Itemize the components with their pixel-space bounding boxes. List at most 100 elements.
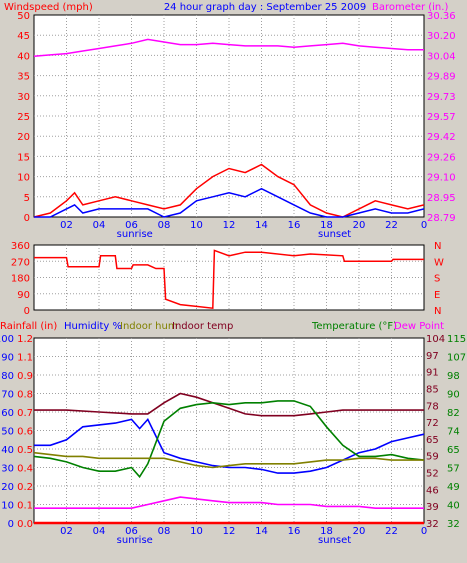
wind-left-tick-label: 30	[17, 92, 30, 103]
climate-x-tick-label: 06	[125, 526, 138, 537]
left-axis-label-wind: Windspeed (mph)	[4, 2, 93, 13]
label-temperature: Temperature (°F)	[311, 321, 397, 332]
rain-left-tick-label: 0.8	[17, 390, 33, 401]
indoor-right-tick-label: 59	[426, 452, 439, 463]
climate-sunset-label: sunset	[318, 535, 351, 546]
baro-right-tick-label: 28.95	[427, 193, 456, 204]
wind-x-tick-label: 20	[353, 220, 366, 231]
indoor-right-tick-label: 72	[426, 418, 439, 429]
wind-left-tick-label: 35	[17, 72, 30, 83]
wind-barometer-panel: 5045403530252015105030.3630.2030.0429.89…	[17, 11, 455, 240]
temperature-right-tick-label: 90	[447, 390, 460, 401]
baro-right-tick-label: 29.57	[427, 112, 456, 123]
direction-right-tick-label: E	[434, 290, 440, 301]
humidity-left-tick-label: 80	[1, 371, 14, 382]
climate-x-tick-label: 16	[288, 526, 301, 537]
indoor-right-tick-label: 97	[426, 351, 439, 362]
direction-left-tick-label: 90	[17, 290, 30, 301]
humidity-left-tick-label: 20	[1, 482, 14, 493]
temperature-right-tick-label: 98	[447, 371, 460, 382]
wind-x-tick-label: 16	[288, 220, 301, 231]
temperature-right-tick-label: 40	[447, 501, 460, 512]
right-axis-label-barometer: Barometer (in.)	[372, 2, 448, 13]
indoor-right-tick-label: 46	[426, 485, 439, 496]
humidity-left-tick-label: 10	[1, 501, 14, 512]
temperature-right-tick-label: 82	[447, 408, 460, 419]
climate-x-tick-label: 22	[385, 526, 398, 537]
humidity-left-tick-label: 40	[1, 445, 14, 456]
baro-right-tick-label: 29.26	[427, 152, 456, 163]
chart-title: 24 hour graph day : September 25 2009	[164, 2, 366, 13]
wind-sunrise-label: sunrise	[117, 229, 153, 240]
climate-x-tick-label: 12	[223, 526, 236, 537]
label-indoor-hum: Indoor hum	[120, 321, 178, 332]
rain-left-tick-label: 0.7	[17, 408, 33, 419]
baro-right-tick-label: 29.42	[427, 132, 456, 143]
temperature-right-tick-label: 107	[447, 353, 466, 364]
temperature-right-tick-label: 57	[447, 464, 460, 475]
wind-left-tick-label: 40	[17, 51, 30, 62]
wind-x-tick-label: 18	[320, 220, 333, 231]
humidity-left-tick-label: 70	[1, 390, 14, 401]
humidity-left-tick-label: 30	[1, 464, 14, 475]
rain-left-tick-label: 0.5	[17, 445, 33, 456]
direction-left-tick-label: 270	[11, 257, 30, 268]
wind-left-tick-label: 0	[24, 213, 30, 224]
series-line-wind-average	[34, 187, 425, 218]
climate-x-tick-label: 02	[60, 526, 73, 537]
wind-left-tick-label: 15	[17, 152, 30, 163]
series-line-wind-gust	[33, 163, 425, 218]
wind-left-tick-label: 50	[17, 11, 30, 22]
direction-right-tick-label: N	[434, 306, 441, 317]
wind-x-tick-label: 04	[93, 220, 106, 231]
direction-right-tick-label: W	[434, 257, 444, 268]
indoor-right-tick-label: 85	[426, 384, 439, 395]
temperature-right-tick-label: 32	[447, 519, 460, 530]
wind-left-tick-label: 25	[17, 112, 30, 123]
baro-right-tick-label: 29.10	[427, 173, 456, 184]
wind-sunset-label: sunset	[318, 229, 351, 240]
wind-x-tick-label: 02	[60, 220, 73, 231]
indoor-right-tick-label: 104	[426, 334, 445, 345]
series-line-barometer	[33, 38, 424, 57]
wind-x-tick-label: 10	[190, 220, 203, 231]
climate-x-tick-label: 10	[190, 526, 203, 537]
label-dew-point: Dew Point	[394, 321, 444, 332]
temperature-right-tick-label: 115	[447, 334, 466, 345]
wind-x-tick-label: 0	[421, 220, 427, 231]
humidity-left-tick-label: 50	[1, 427, 14, 438]
wind-x-tick-label: 14	[255, 220, 268, 231]
rain-humidity-temperature-panel: 10090807060504030201001.21.10.90.80.70.6…	[0, 334, 466, 546]
series-line-wind-direction	[34, 249, 424, 310]
climate-sunrise-label: sunrise	[117, 535, 153, 546]
baro-right-tick-label: 29.89	[427, 72, 456, 83]
series-line-indoor-hum	[33, 451, 424, 469]
direction-right-tick-label: N	[434, 241, 441, 252]
climate-x-tick-label: 0	[421, 526, 427, 537]
series-line-temperature-f-	[33, 400, 425, 479]
wind-x-tick-label: 12	[223, 220, 236, 231]
indoor-right-tick-label: 65	[426, 435, 439, 446]
baro-right-tick-label: 30.04	[427, 51, 456, 62]
humidity-left-tick-label: 100	[0, 334, 14, 345]
rain-left-tick-label: 0.1	[17, 501, 33, 512]
rain-left-tick-label: 0.9	[17, 371, 33, 382]
rain-left-tick-label: 0.0	[17, 519, 33, 530]
wind-left-tick-label: 5	[24, 193, 30, 204]
climate-x-tick-label: 20	[353, 526, 366, 537]
series-line-dew-point	[34, 496, 424, 510]
direction-left-tick-label: 0	[24, 306, 30, 317]
indoor-right-tick-label: 91	[426, 368, 439, 379]
series-line-indoor-temp	[34, 392, 424, 417]
indoor-right-tick-label: 32	[426, 519, 439, 530]
humidity-left-tick-label: 90	[1, 353, 14, 364]
wind-left-tick-label: 10	[17, 173, 30, 184]
wind-left-tick-label: 45	[17, 31, 30, 42]
direction-left-tick-label: 180	[11, 274, 30, 285]
climate-x-tick-label: 14	[255, 526, 268, 537]
baro-right-tick-label: 30.20	[427, 31, 456, 42]
label-indoor-temp: Indoor temp	[172, 321, 233, 332]
